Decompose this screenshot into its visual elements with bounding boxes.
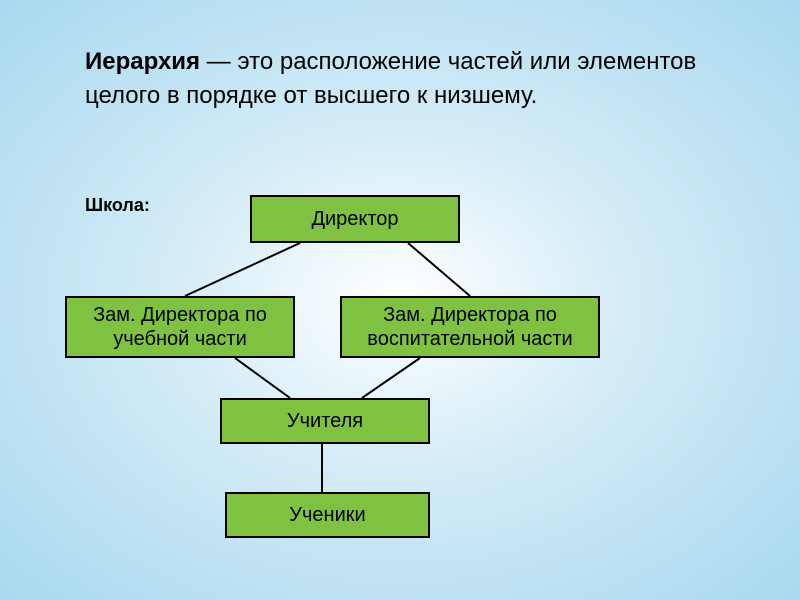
edge	[235, 358, 290, 398]
node-director: Директор	[250, 195, 460, 243]
definition-term: Иерархия	[85, 48, 200, 75]
edge	[185, 243, 300, 296]
subtitle: Школа:	[85, 195, 150, 216]
edge	[408, 243, 470, 296]
node-label: Директор	[311, 207, 398, 231]
node-label: Учителя	[287, 409, 363, 433]
node-teachers: Учителя	[220, 398, 430, 444]
node-students: Ученики	[225, 492, 430, 538]
node-deputy-study: Зам. Директора по учебной части	[65, 296, 295, 358]
definition-text: Иерархия — это расположение частей или э…	[85, 45, 720, 112]
node-label: Зам. Директора по учебной части	[75, 303, 285, 351]
edge	[362, 358, 420, 398]
node-label: Ученики	[289, 503, 365, 527]
node-deputy-edu: Зам. Директора по воспитательной части	[340, 296, 600, 358]
node-label: Зам. Директора по воспитательной части	[350, 303, 590, 351]
